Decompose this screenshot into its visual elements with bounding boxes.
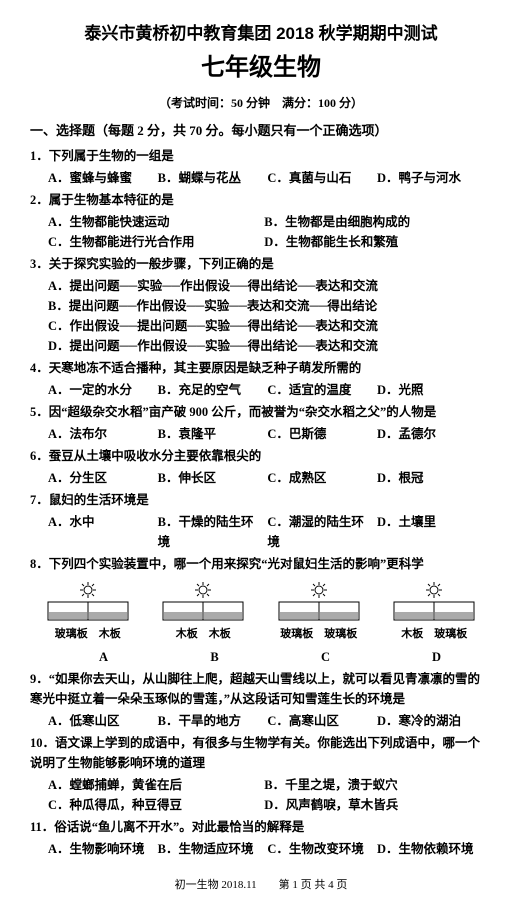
exam-title-line1: 泰兴市黄桥初中教育集团 2018 秋学期期中测试 xyxy=(30,20,492,47)
q5-opt-a: A．法布尔 xyxy=(48,424,155,444)
diag-d-right: 玻璃板 xyxy=(434,628,467,640)
q9-opt-b: B．干旱的地方 xyxy=(158,711,265,731)
question-8-diagrams: 玻璃板 木板 木板 木板 xyxy=(30,582,492,644)
question-7: 7．鼠妇的生活环境是 xyxy=(30,490,492,510)
exam-title-line2: 七年级生物 xyxy=(30,49,492,87)
q1-opt-d: D．鸭子与河水 xyxy=(377,168,484,188)
question-7-options: A．水中 B．干燥的陆生环境 C．潮湿的陆生环境 D．土壤里 xyxy=(48,512,492,552)
diag-b-right: 木板 xyxy=(209,628,231,640)
diag-a-right: 木板 xyxy=(99,628,121,640)
q11-opt-b: B．生物适应环境 xyxy=(158,839,265,859)
question-2: 2．属于生物基本特征的是 xyxy=(30,190,492,210)
q7-opt-d: D．土壤里 xyxy=(377,512,484,532)
question-1-options: A．蜜蜂与蜂蜜 B．蝴蝶与花丛 C．真菌与山石 D．鸭子与河水 xyxy=(48,168,492,188)
exam-info: （考试时间：50 分钟 满分：100 分） xyxy=(30,94,492,113)
q9-opt-c: C．高寒山区 xyxy=(267,711,374,731)
diagram-a: 玻璃板 木板 xyxy=(32,582,143,644)
diag-c-left: 玻璃板 xyxy=(280,628,313,640)
q6-opt-c: C．成熟区 xyxy=(267,468,374,488)
q8-label-d: D xyxy=(383,647,490,667)
question-6: 6．蚕豆从土壤中吸收水分主要依靠根尖的 xyxy=(30,446,492,466)
diagram-d: 木板 玻璃板 xyxy=(379,582,490,644)
q9-opt-d: D．寒冷的湖泊 xyxy=(377,711,484,731)
q3-opt-d: D．提出问题──作出假设──实验──得出结论──表达和交流 xyxy=(48,336,492,356)
q7-opt-b: B．干燥的陆生环境 xyxy=(158,512,265,552)
q6-opt-a: A．分生区 xyxy=(48,468,155,488)
question-1: 1．下列属于生物的一组是 xyxy=(30,146,492,166)
q3-opt-c: C．作出假设──提出问题──实验──得出结论──表达和交流 xyxy=(48,316,492,336)
q9-opt-a: A．低寒山区 xyxy=(48,711,155,731)
diagram-b: 木板 木板 xyxy=(148,582,259,644)
q6-opt-b: B．伸长区 xyxy=(158,468,265,488)
q5-opt-b: B．袁隆平 xyxy=(158,424,265,444)
diag-a-left: 玻璃板 xyxy=(55,628,88,640)
question-11: 11．俗话说“鱼儿离不开水”。对此最恰当的解释是 xyxy=(30,817,492,837)
q7-opt-a: A．水中 xyxy=(48,512,155,532)
q5-opt-d: D．孟德尔 xyxy=(377,424,484,444)
q4-opt-d: D．光照 xyxy=(377,380,484,400)
question-3: 3．关于探究实验的一般步骤，下列正确的是 xyxy=(30,254,492,274)
sun-box-icon xyxy=(158,582,248,624)
question-3-options: A．提出问题──实验──作出假设──得出结论──表达和交流 B．提出问题──作出… xyxy=(48,276,492,356)
question-10-options: A．螳螂捕蝉，黄雀在后 B．千里之堤，溃于蚁穴 C．种瓜得瓜，种豆得豆 D．风声… xyxy=(48,775,492,815)
question-2-options: A．生物都能快速运动 B．生物都是由细胞构成的 C．生物都能进行光合作用 D．生… xyxy=(48,212,492,252)
question-9: 9．“如果你去天山，从山脚往上爬，超越天山雪线以上，就可以看见青凛凛的雪的寒光中… xyxy=(30,669,492,709)
diag-c-right: 玻璃板 xyxy=(324,628,357,640)
diag-d-left: 木板 xyxy=(401,628,423,640)
question-10: 10．语文课上学到的成语中，有很多与生物学有关。你能选出下列成语中，哪一个说明了… xyxy=(30,733,492,773)
q10-opt-c: C．种瓜得瓜，种豆得豆 xyxy=(48,795,261,815)
q2-opt-b: B．生物都是由细胞构成的 xyxy=(264,212,477,232)
q4-opt-b: B．充足的空气 xyxy=(158,380,265,400)
sun-box-icon xyxy=(43,582,133,624)
q10-opt-d: D．风声鹤唳，草木皆兵 xyxy=(264,795,477,815)
question-8-labels: A B C D xyxy=(48,647,492,667)
q3-opt-a: A．提出问题──实验──作出假设──得出结论──表达和交流 xyxy=(48,276,492,296)
question-5: 5．因“超级杂交水稻”亩产破 900 公斤，而被誉为“杂交水稻之父”的人物是 xyxy=(30,402,492,422)
diagram-c: 玻璃板 玻璃板 xyxy=(263,582,374,644)
q3-opt-b: B．提出问题──作出假设──实验──表达和交流──得出结论 xyxy=(48,296,492,316)
question-8: 8．下列四个实验装置中，哪一个用来探究“光对鼠妇生活的影响”更科学 xyxy=(30,554,492,574)
q1-opt-b: B．蝴蝶与花丛 xyxy=(158,168,265,188)
q10-opt-a: A．螳螂捕蝉，黄雀在后 xyxy=(48,775,261,795)
q10-opt-b: B．千里之堤，溃于蚁穴 xyxy=(264,775,477,795)
q11-opt-c: C．生物改变环境 xyxy=(267,839,374,859)
q11-opt-a: A．生物影响环境 xyxy=(48,839,155,859)
section-title: 一、选择题（每题 2 分，共 70 分。每小题只有一个正确选项） xyxy=(30,121,492,142)
q1-opt-c: C．真菌与山石 xyxy=(267,168,374,188)
q2-opt-c: C．生物都能进行光合作用 xyxy=(48,232,261,252)
question-11-options: A．生物影响环境 B．生物适应环境 C．生物改变环境 D．生物依赖环境 xyxy=(48,839,492,859)
question-9-options: A．低寒山区 B．干旱的地方 C．高寒山区 D．寒冷的湖泊 xyxy=(48,711,492,731)
q2-opt-a: A．生物都能快速运动 xyxy=(48,212,261,232)
diag-b-left: 木板 xyxy=(176,628,198,640)
question-6-options: A．分生区 B．伸长区 C．成熟区 D．根冠 xyxy=(48,468,492,488)
question-5-options: A．法布尔 B．袁隆平 C．巴斯德 D．孟德尔 xyxy=(48,424,492,444)
q5-opt-c: C．巴斯德 xyxy=(267,424,374,444)
sun-box-icon xyxy=(274,582,364,624)
q11-opt-d: D．生物依赖环境 xyxy=(377,839,484,859)
q4-opt-c: C．适宜的温度 xyxy=(267,380,374,400)
q7-opt-c: C．潮湿的陆生环境 xyxy=(267,512,374,552)
page-footer: 初一生物 2018.11 第 1 页 共 4 页 xyxy=(30,877,492,895)
q4-opt-a: A．一定的水分 xyxy=(48,380,155,400)
q2-opt-d: D．生物都能生长和繁殖 xyxy=(264,232,477,252)
question-4: 4．天寒地冻不适合播种，其主要原因是缺乏种子萌发所需的 xyxy=(30,358,492,378)
q8-label-b: B xyxy=(161,647,268,667)
q8-label-c: C xyxy=(272,647,379,667)
question-4-options: A．一定的水分 B．充足的空气 C．适宜的温度 D．光照 xyxy=(48,380,492,400)
q6-opt-d: D．根冠 xyxy=(377,468,484,488)
q1-opt-a: A．蜜蜂与蜂蜜 xyxy=(48,168,155,188)
q8-label-a: A xyxy=(50,647,157,667)
sun-box-icon xyxy=(389,582,479,624)
